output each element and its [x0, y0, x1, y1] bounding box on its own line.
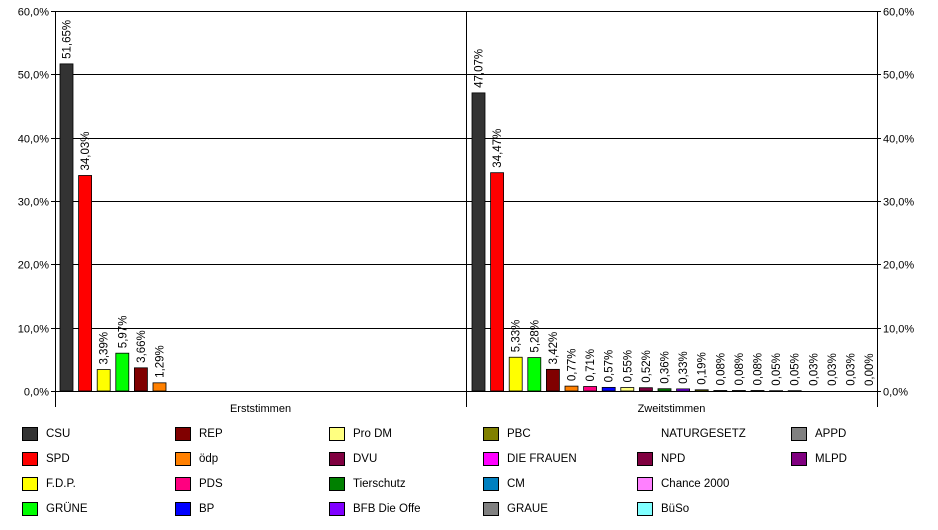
- y-tick-label-right: 50,0%: [883, 70, 914, 82]
- data-label: 0,03%: [808, 353, 820, 386]
- bar: [78, 175, 92, 392]
- data-label: 1,29%: [155, 345, 167, 378]
- bar: [639, 387, 653, 392]
- bars: [59, 63, 802, 392]
- data-label: 0,71%: [585, 349, 597, 382]
- bar: [508, 356, 523, 392]
- bar: [490, 172, 505, 392]
- data-labels: 51,65% 34,03% 3,39% 5,97% 3,66% 1,29% 47,07% 34…: [62, 20, 877, 386]
- bar: [152, 382, 167, 392]
- y-tick-label-left: 30,0%: [18, 197, 49, 209]
- y-tick-label-left: 0,0%: [24, 387, 49, 399]
- x-category-label: Erststimmen: [230, 403, 291, 415]
- data-label: 3,66%: [136, 330, 148, 363]
- data-label: 5,28%: [529, 320, 541, 353]
- data-label: 0,19%: [697, 352, 709, 385]
- data-label: 3,39%: [99, 332, 111, 365]
- bar: [750, 390, 765, 392]
- data-label: 0,55%: [622, 350, 634, 383]
- bar: [471, 92, 486, 392]
- bar: [59, 63, 74, 392]
- data-label: 5,33%: [511, 320, 523, 353]
- bar: [583, 386, 597, 392]
- data-label: 47,07%: [474, 49, 486, 88]
- data-label: 0,08%: [753, 353, 765, 386]
- bar: [694, 389, 709, 392]
- data-label: 5,97%: [117, 316, 129, 349]
- y-tick-label-right: 40,0%: [883, 134, 914, 146]
- bar: [601, 386, 616, 392]
- data-label: 0,05%: [771, 353, 783, 386]
- axes: [51, 11, 881, 407]
- y-tick-label-right: 10,0%: [883, 324, 914, 336]
- bar: [620, 387, 635, 392]
- data-label: 0,08%: [715, 353, 727, 386]
- bar: [96, 369, 111, 392]
- data-label: 3,42%: [548, 332, 560, 365]
- x-category-labels: Erststimmen Zweitstimmen: [230, 403, 705, 415]
- bar: [115, 352, 130, 392]
- y-tick-label-left: 50,0%: [18, 70, 49, 82]
- data-label: 34,47%: [492, 129, 504, 168]
- data-label: 0,36%: [660, 351, 672, 384]
- y-tick-label-left: 60,0%: [18, 7, 49, 19]
- data-label: 0,03%: [846, 353, 858, 386]
- y-axis-left-ticks: 0,0% 10,0% 20,0% 30,0% 40,0% 50,0% 60,0%: [18, 7, 49, 399]
- data-label: 0,03%: [827, 353, 839, 386]
- data-label: 0,08%: [734, 353, 746, 386]
- bar: [527, 357, 542, 392]
- bar: [546, 368, 560, 392]
- data-label: 0,57%: [604, 350, 616, 383]
- y-tick-label-right: 0,0%: [883, 387, 908, 399]
- data-label: 0,33%: [678, 351, 690, 384]
- y-tick-label-left: 20,0%: [18, 260, 49, 272]
- data-label: 34,03%: [80, 131, 92, 170]
- y-tick-label-right: 20,0%: [883, 260, 914, 272]
- x-category-label: Zweitstimmen: [638, 403, 706, 415]
- bar: [657, 388, 672, 392]
- data-label: 0,77%: [567, 349, 579, 382]
- y-tick-label-left: 10,0%: [18, 324, 49, 336]
- data-label: 0,05%: [790, 353, 802, 386]
- y-axis-right-ticks: 0,0% 10,0% 20,0% 30,0% 40,0% 50,0% 60,0%: [883, 7, 914, 399]
- bar: [713, 390, 728, 392]
- bar: [676, 388, 690, 392]
- data-label: 51,65%: [62, 20, 74, 59]
- bar: [564, 385, 579, 392]
- bar: [732, 390, 746, 392]
- data-label: 0,00%: [864, 353, 876, 386]
- bar: [133, 367, 148, 392]
- data-label: 0,52%: [641, 350, 653, 383]
- y-tick-label-left: 40,0%: [18, 134, 49, 146]
- y-tick-label-right: 30,0%: [883, 197, 914, 209]
- y-tick-label-right: 60,0%: [883, 7, 914, 19]
